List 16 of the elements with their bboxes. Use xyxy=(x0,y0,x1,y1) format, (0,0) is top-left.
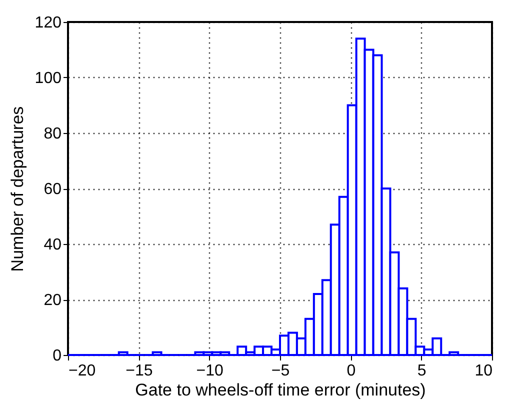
x-tick-label: −15 xyxy=(126,362,153,380)
y-tick-label: 0 xyxy=(52,348,62,364)
y-tick-label: 60 xyxy=(44,181,62,198)
x-tick-label: 10 xyxy=(474,362,493,380)
x-tick-label: 0 xyxy=(346,362,356,380)
x-tick-label: 5 xyxy=(417,362,426,380)
y-tick-label: 40 xyxy=(44,236,62,254)
y-tick-label: 20 xyxy=(44,292,62,309)
x-axis-title: Gate to wheels-off time error (minutes) xyxy=(135,380,426,400)
y-axis-title: Number of departures xyxy=(8,106,27,272)
x-tick-label: −5 xyxy=(271,362,290,380)
y-tick-label: 120 xyxy=(34,14,62,32)
x-tick-label: −20 xyxy=(68,362,96,380)
y-tick-label: 80 xyxy=(44,126,62,142)
y-tick-label: 100 xyxy=(34,70,62,87)
x-tick-label: −10 xyxy=(196,362,224,380)
